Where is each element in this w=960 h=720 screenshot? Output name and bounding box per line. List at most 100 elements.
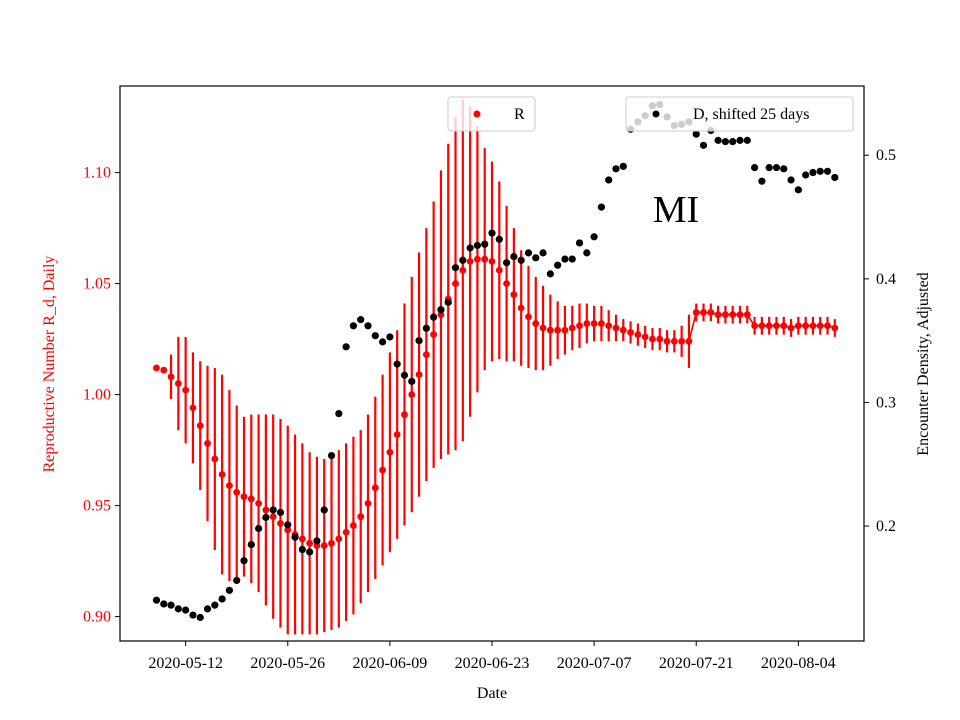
r-point xyxy=(765,322,773,330)
r-point xyxy=(554,326,562,334)
d-point xyxy=(160,600,168,608)
r-point xyxy=(342,528,350,536)
d-point xyxy=(816,167,824,175)
d-point xyxy=(203,605,212,613)
r-point xyxy=(196,422,204,430)
r-point xyxy=(656,335,664,343)
d-point xyxy=(714,136,722,144)
r-point xyxy=(510,291,518,299)
legend-r-label: R xyxy=(514,106,525,123)
d-point xyxy=(400,371,409,379)
d-point xyxy=(692,130,700,138)
r-point xyxy=(802,322,810,330)
r-point xyxy=(226,482,233,489)
d-point xyxy=(182,606,190,614)
d-point xyxy=(488,229,496,237)
d-point xyxy=(357,316,365,324)
r-point xyxy=(685,337,693,345)
d-point xyxy=(532,254,540,262)
d-point xyxy=(539,249,547,257)
d-point xyxy=(466,244,474,252)
d-point xyxy=(174,605,182,613)
r-point xyxy=(459,266,467,274)
d-point xyxy=(430,313,438,321)
r-point xyxy=(269,513,277,521)
d-point xyxy=(378,338,387,346)
y-right-axis-ticks: 0.2 0.3 0.4 0.5 xyxy=(864,147,896,535)
d-point xyxy=(481,240,489,248)
r-point xyxy=(408,391,416,398)
d-point xyxy=(597,203,606,211)
r-point xyxy=(364,499,372,507)
r-point xyxy=(794,322,802,330)
y-left-tick-label: 1.00 xyxy=(83,387,111,404)
r-point xyxy=(174,380,182,387)
r-point xyxy=(722,311,729,319)
legend-d-marker xyxy=(652,110,660,118)
r-point xyxy=(255,499,262,507)
r-point xyxy=(233,488,241,496)
x-tick-label: 2020-07-07 xyxy=(557,655,632,672)
d-point xyxy=(415,337,423,345)
d-point xyxy=(306,548,314,556)
r-point xyxy=(335,535,343,543)
x-tick-label: 2020-06-09 xyxy=(353,655,428,672)
d-point xyxy=(772,163,781,172)
d-point xyxy=(780,165,788,173)
x-tick-label: 2020-08-04 xyxy=(761,655,836,672)
r-point xyxy=(211,455,219,463)
x-tick-label: 2020-06-23 xyxy=(455,655,530,672)
r-point xyxy=(430,331,438,339)
y-right-tick-label: 0.5 xyxy=(876,147,896,164)
r-point xyxy=(517,304,525,312)
r-point xyxy=(612,324,620,332)
d-point xyxy=(510,252,518,261)
d-point xyxy=(233,576,241,585)
r-point xyxy=(371,484,379,492)
r-point xyxy=(809,322,817,330)
r-point xyxy=(751,322,758,330)
r-point xyxy=(583,320,591,327)
d-point xyxy=(254,524,263,533)
d-point xyxy=(546,270,554,278)
d-point xyxy=(619,162,627,170)
d-point xyxy=(802,171,810,179)
d-point xyxy=(583,249,591,257)
r-point xyxy=(379,466,386,474)
r-point xyxy=(598,320,605,327)
r-point xyxy=(503,280,510,287)
state-annotation: MI xyxy=(653,189,699,231)
d-point xyxy=(218,595,226,603)
d-point xyxy=(575,239,584,247)
r-point xyxy=(328,539,335,547)
d-point xyxy=(794,186,802,194)
d-point xyxy=(371,332,379,340)
r-point xyxy=(277,519,284,527)
r-point xyxy=(320,542,328,549)
r-connector xyxy=(688,312,698,342)
r-point xyxy=(452,280,459,287)
d-point xyxy=(152,596,161,604)
r-point xyxy=(189,404,197,412)
d-point xyxy=(291,533,299,541)
d-point xyxy=(502,259,511,267)
r-point xyxy=(393,431,401,438)
r-point xyxy=(707,309,715,316)
r-point xyxy=(167,373,175,381)
r-point xyxy=(641,333,649,341)
r-point xyxy=(350,522,357,529)
d-point xyxy=(408,377,416,386)
d-point xyxy=(284,521,292,529)
d-point xyxy=(721,138,730,146)
d-point xyxy=(495,235,503,243)
r-point xyxy=(306,539,314,547)
d-point xyxy=(167,601,175,609)
r-point xyxy=(488,257,496,265)
d-point xyxy=(473,241,482,250)
r-point xyxy=(546,326,554,334)
d-point xyxy=(554,261,562,269)
r-point xyxy=(357,513,365,521)
legend-r-marker xyxy=(473,110,481,118)
r-series xyxy=(153,255,839,549)
